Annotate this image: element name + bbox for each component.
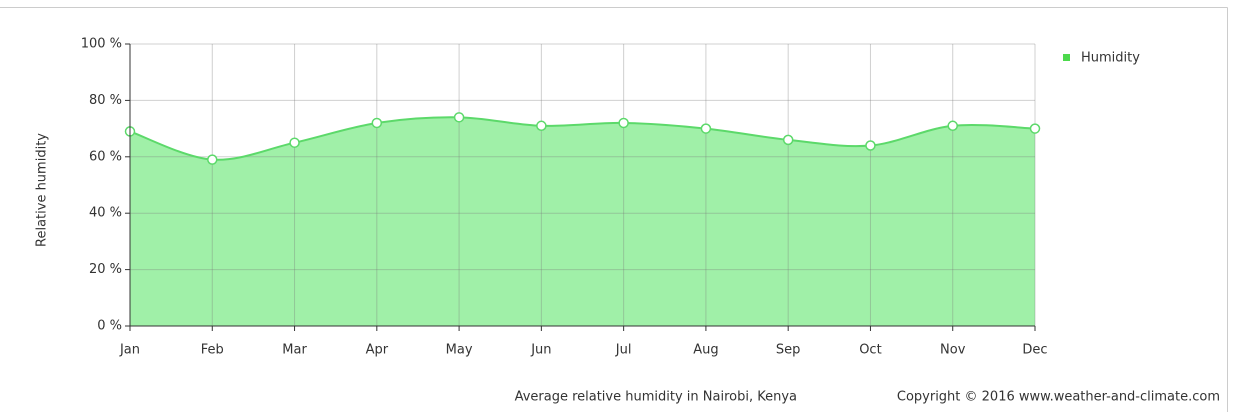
x-tick-label: Jan [119,343,140,358]
x-tick-label: Nov [940,343,966,358]
point [536,120,547,132]
point [700,123,712,134]
y-tick-label: 40 % [89,206,122,221]
point [618,117,629,129]
point [453,112,465,123]
x-tick-label: Oct [859,343,881,358]
point [289,137,300,148]
copyright: Copyright © 2016 www.weather-and-climate… [897,390,1220,405]
point [865,140,876,151]
caption: Average relative humidity in Nairobi, Ke… [515,390,797,405]
point [207,154,218,165]
x-tick-label: Jul [615,343,632,358]
y-tick-label: 100 % [81,37,122,52]
x-tick-label: Dec [1022,343,1047,358]
area-fill [130,117,1035,326]
point [371,117,383,129]
legend-label: Humidity [1081,51,1140,66]
x-tick-label: Feb [201,343,224,358]
y-tick-label: 0 % [97,319,122,334]
x-tick-label: Mar [282,343,307,358]
x-tick-label: Sep [776,343,801,358]
line [129,116,1036,161]
point [782,134,794,146]
y-tick-label: 20 % [89,262,122,277]
x-tick-label: May [446,343,473,358]
y-axis-label: Relative humidity [35,133,50,247]
y-tick-label: 60 % [89,149,122,164]
point [947,120,958,132]
y-tick-label: 80 % [89,93,122,108]
x-tick-label: Apr [366,343,389,358]
x-tick-label: Aug [693,343,718,358]
legend-swatch [1063,54,1070,61]
point [1029,123,1041,134]
x-tick-label: Jun [530,343,551,358]
